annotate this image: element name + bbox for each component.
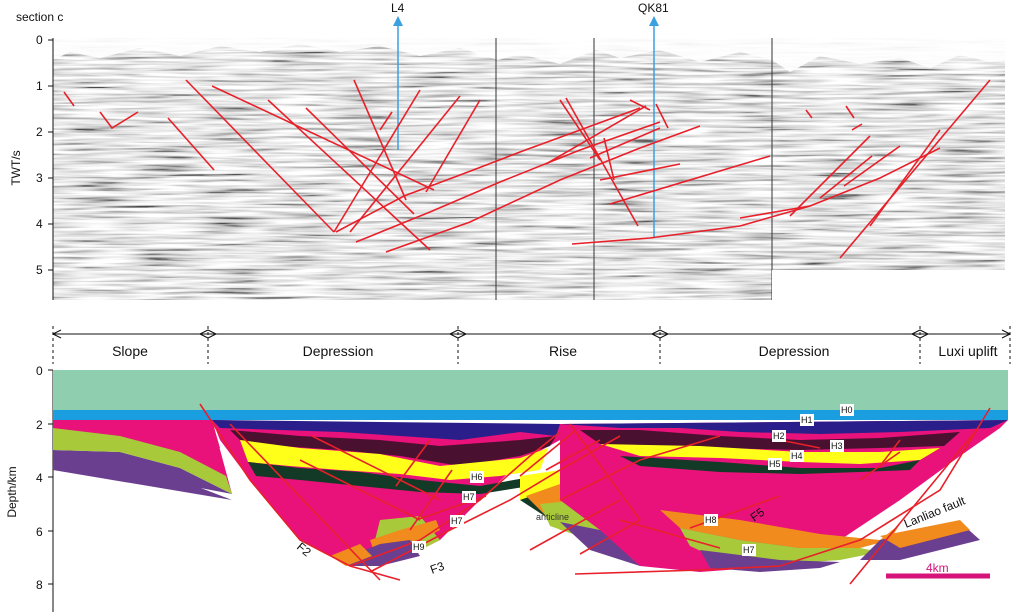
twt-tick: 2	[36, 125, 43, 139]
twt-axis: 0 1 2 3 4 5 TWT/s	[9, 33, 54, 300]
zone-ruler: Slope Depression Rise Depression Luxi up…	[52, 326, 1011, 364]
twt-tick: 0	[36, 33, 43, 47]
depth-tick: 2	[36, 418, 43, 432]
section-label: section c	[16, 10, 63, 24]
depth-axis-label: Depth/km	[5, 466, 19, 517]
anticline-label: anticline	[536, 512, 569, 522]
scale-bar-label: 4km	[926, 561, 949, 575]
horizon-h1: H1	[801, 415, 813, 425]
seismic-faults	[63, 79, 991, 259]
horizon-h9: H9	[413, 542, 425, 552]
seismic-image	[53, 38, 1005, 300]
zone-rise: Rise	[549, 343, 577, 359]
scale-bar: 4km	[886, 561, 990, 579]
well-label-qk81: QK81	[638, 1, 669, 15]
horizon-h7: H7	[463, 492, 475, 502]
depth-tick: 0	[36, 364, 43, 378]
seismic-panel: section c 0 1 2 3 4 5 TWT/s	[9, 1, 1005, 300]
zone-depression-east: Depression	[759, 343, 830, 359]
horizon-h2: H2	[773, 431, 785, 441]
depth-tick: 6	[36, 525, 43, 539]
twt-tick: 3	[36, 171, 43, 185]
horizon-h7-east: H7	[743, 545, 755, 555]
horizon-h0: H0	[841, 405, 853, 415]
well-label-l4: L4	[391, 1, 405, 15]
horizon-h3: H3	[831, 441, 843, 451]
twt-axis-label: TWT/s	[9, 150, 23, 185]
zone-luxi-uplift: Luxi uplift	[938, 343, 997, 359]
depth-axis: 0 2 4 6 8 Depth/km	[5, 364, 54, 612]
water-layer	[53, 370, 1008, 410]
horizon-h8: H8	[705, 515, 717, 525]
fault-label-f3: F3	[428, 559, 446, 577]
twt-tick: 4	[36, 217, 43, 231]
geologic-section: 0 2 4 6 8 Depth/km	[5, 364, 1008, 612]
zone-depression-west: Depression	[303, 343, 374, 359]
horizon-h4: H4	[791, 451, 803, 461]
horizon-h6: H6	[471, 472, 483, 482]
horizon-h5: H5	[769, 459, 781, 469]
horizon-h7-west: H7	[451, 516, 463, 526]
twt-tick: 5	[36, 263, 43, 277]
depth-tick: 8	[36, 578, 43, 592]
twt-tick: 1	[36, 79, 43, 93]
zone-slope: Slope	[112, 343, 148, 359]
horizon-labels: H0 H1 H2 H3 H4 H5 H6 H7 H7 H8 H9 H7	[412, 404, 854, 556]
well-qk81: QK81	[638, 1, 669, 238]
depth-tick: 4	[36, 471, 43, 485]
well-l4: L4	[391, 1, 405, 150]
blue-layer	[53, 410, 1008, 420]
